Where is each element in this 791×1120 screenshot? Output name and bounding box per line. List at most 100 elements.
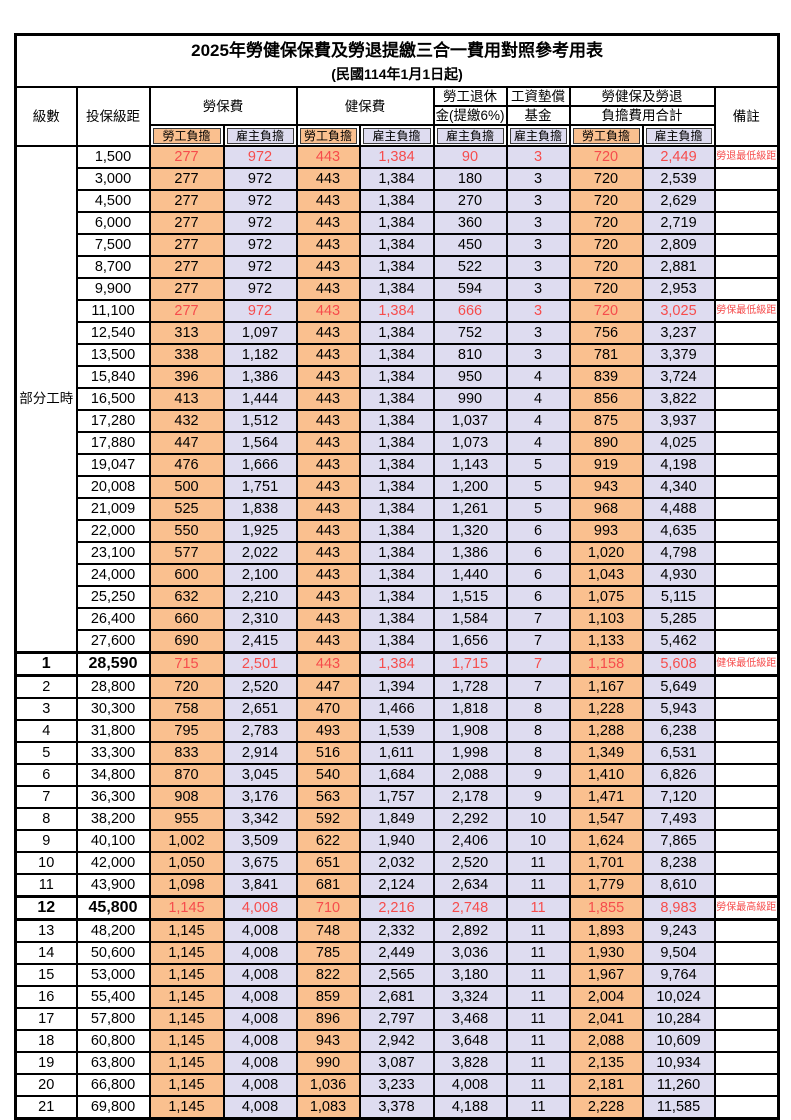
cell-health-employee: 443 (295, 167, 361, 191)
header-remark: 備註 (713, 86, 780, 147)
cell-total-employee: 2,228 (568, 1095, 644, 1120)
table-row: 27,600 690 2,415 443 1,384 1,656 7 1,133 5,462 (16, 629, 780, 654)
subheader-labor-employer: 雇主負擔 (222, 124, 298, 147)
cell-health-employer: 1,384 (358, 233, 435, 257)
cell-level: 5 (14, 741, 78, 765)
cell-wage-fund-employer: 11 (505, 1007, 571, 1031)
cell-labor-employer: 4,008 (222, 1007, 298, 1031)
cell-pension-employer: 450 (432, 233, 508, 257)
cell-remark (713, 963, 780, 987)
cell-level: 6 (14, 763, 78, 787)
cell-wage-fund-employer: 4 (505, 409, 571, 433)
cell-labor-employee: 1,145 (148, 1073, 225, 1097)
cell-total-employee: 720 (568, 211, 644, 235)
cell-remark (713, 1007, 780, 1031)
cell-remark (713, 807, 780, 831)
cell-pension-employer: 2,748 (432, 895, 508, 921)
cell-bracket: 19,047 (75, 453, 151, 477)
cell-labor-employee: 1,145 (148, 963, 225, 987)
table-row: 18 60,800 1,145 4,008 943 2,942 3,648 11 2,088 10… (14, 1029, 780, 1053)
cell-health-employer: 2,565 (358, 963, 435, 987)
cell-labor-employer: 4,008 (222, 1029, 298, 1053)
cell-health-employer: 1,849 (358, 807, 435, 831)
employee-burden-label: 勞工負擔 (152, 127, 221, 144)
cell-health-employee: 443 (295, 211, 361, 235)
part-time-merged-cell: 部分工時 (14, 145, 78, 654)
cell-pension-employer: 1,200 (432, 475, 508, 499)
cell-bracket: 9,900 (75, 277, 151, 301)
cell-bracket: 66,800 (75, 1073, 151, 1097)
cell-labor-employee: 277 (148, 167, 225, 191)
table-row: 26,400 660 2,310 443 1,384 1,584 7 1,103 5,285 (16, 607, 780, 631)
cell-total-employer: 3,724 (641, 365, 716, 389)
cell-remark (713, 829, 780, 853)
cell-bracket: 12,540 (75, 321, 151, 345)
cell-bracket: 34,800 (75, 763, 151, 787)
cell-health-employer: 1,539 (358, 719, 435, 743)
cell-bracket: 57,800 (75, 1007, 151, 1031)
cell-total-employee: 2,041 (568, 1007, 644, 1031)
cell-bracket: 53,000 (75, 963, 151, 987)
cell-bracket: 25,250 (75, 585, 151, 609)
cell-health-employer: 1,384 (358, 651, 435, 677)
cell-total-employee: 720 (568, 299, 644, 323)
cell-total-employee: 890 (568, 431, 644, 455)
cell-wage-fund-employer: 11 (505, 918, 571, 943)
cell-wage-fund-employer: 4 (505, 431, 571, 455)
cell-remark (713, 233, 780, 257)
cell-bracket: 38,200 (75, 807, 151, 831)
cell-health-employer: 1,384 (358, 409, 435, 433)
cell-health-employer: 2,942 (358, 1029, 435, 1053)
cell-wage-fund-employer: 6 (505, 563, 571, 587)
cell-pension-employer: 810 (432, 343, 508, 367)
header-pension-line1: 勞工退休 (432, 86, 508, 107)
cell-labor-employer: 2,210 (222, 585, 298, 609)
cell-health-employer: 1,684 (358, 763, 435, 787)
cell-pension-employer: 1,728 (432, 674, 508, 699)
cell-health-employee: 443 (295, 299, 361, 323)
cell-health-employee: 443 (295, 541, 361, 565)
cell-wage-fund-employer: 8 (505, 719, 571, 743)
table-row: 8 38,200 955 3,342 592 1,849 2,292 10 1,547 7,493 (14, 807, 780, 831)
employee-burden-label: 勞工負擔 (572, 127, 640, 144)
cell-labor-employee: 1,145 (148, 1029, 225, 1053)
cell-labor-employer: 972 (222, 189, 298, 213)
table-row: 3,000 277 972 443 1,384 180 3 720 2,539 (16, 167, 780, 191)
cell-labor-employer: 2,100 (222, 563, 298, 587)
cell-labor-employer: 1,666 (222, 453, 298, 477)
cell-labor-employer: 972 (222, 211, 298, 235)
cell-total-employer: 8,610 (641, 873, 716, 898)
cell-total-employer: 6,826 (641, 763, 716, 787)
cell-total-employer: 9,243 (641, 918, 716, 943)
cell-remark (713, 167, 780, 191)
cell-total-employer: 4,025 (641, 431, 716, 455)
cell-wage-fund-employer: 6 (505, 585, 571, 609)
cell-remark (713, 741, 780, 765)
table-row: 9,900 277 972 443 1,384 594 3 720 2,953 (16, 277, 780, 301)
employer-burden-label: 雇主負擔 (509, 127, 567, 144)
cell-labor-employer: 2,415 (222, 629, 298, 654)
cell-health-employer: 1,384 (358, 277, 435, 301)
cell-labor-employee: 577 (148, 541, 225, 565)
cell-total-employer: 5,115 (641, 585, 716, 609)
cell-total-employee: 1,228 (568, 697, 644, 721)
cell-remark (713, 873, 780, 898)
header-wage-fund-line2: 基金 (505, 105, 571, 126)
cell-health-employee: 470 (295, 697, 361, 721)
cell-bracket: 26,400 (75, 607, 151, 631)
cell-level: 18 (14, 1029, 78, 1053)
cell-pension-employer: 1,656 (432, 629, 508, 654)
cell-labor-employer: 4,008 (222, 941, 298, 965)
cell-labor-employer: 3,509 (222, 829, 298, 853)
cell-level: 15 (14, 963, 78, 987)
cell-labor-employee: 1,050 (148, 851, 225, 875)
cell-labor-employer: 4,008 (222, 1095, 298, 1120)
cell-wage-fund-employer: 11 (505, 1073, 571, 1097)
subheader-health-employee: 勞工負擔 (295, 124, 361, 147)
cell-health-employer: 1,384 (358, 629, 435, 654)
cell-total-employee: 943 (568, 475, 644, 499)
cell-remark (713, 387, 780, 411)
cell-wage-fund-employer: 7 (505, 651, 571, 677)
cell-remark (713, 629, 780, 654)
cell-labor-employee: 277 (148, 145, 225, 169)
